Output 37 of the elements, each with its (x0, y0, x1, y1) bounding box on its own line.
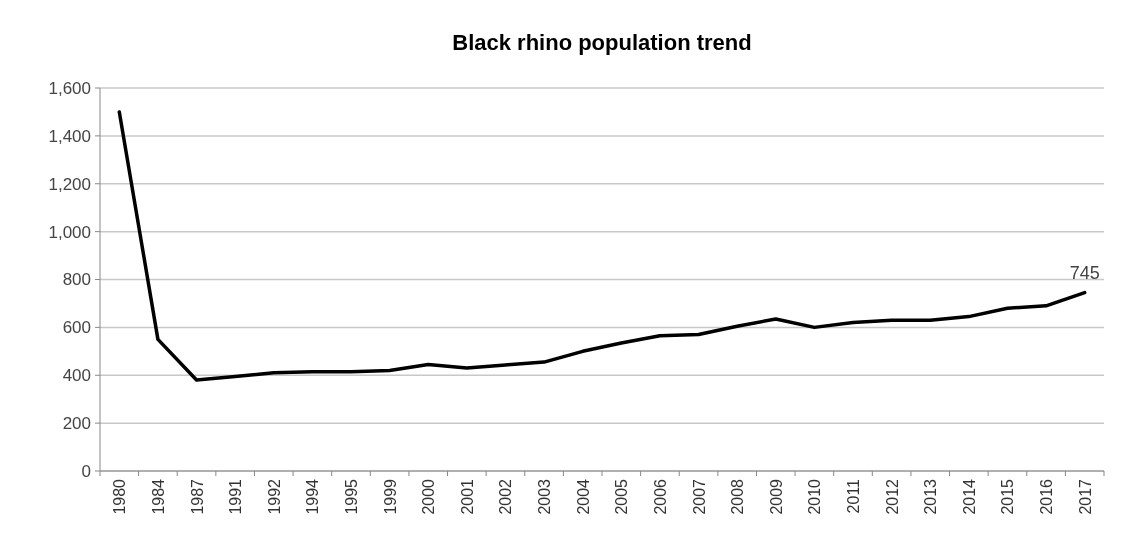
y-tick-label: 0 (81, 461, 91, 481)
x-tick-label: 2012 (883, 478, 901, 515)
x-tick-label: 1995 (343, 478, 360, 515)
x-tick-label: 1991 (227, 478, 245, 515)
y-tick-label: 1,400 (48, 126, 91, 146)
x-tick-label: 2015 (999, 478, 1017, 515)
x-tick-label: 1992 (265, 478, 283, 515)
x-tick-label: 1987 (188, 478, 206, 515)
x-tick-label: 2006 (651, 478, 669, 515)
x-tick-label: 2009 (767, 478, 785, 515)
chart-title: Black rhino population trend (452, 30, 752, 55)
x-tick-label: 2013 (922, 478, 940, 515)
x-tick-label: 2000 (420, 478, 438, 515)
x-tick-label: 2007 (690, 478, 708, 515)
x-tick-label: 2003 (536, 478, 554, 515)
x-tick-label: 2010 (806, 478, 824, 515)
x-tick-label: 2014 (960, 478, 978, 515)
x-tick-label: 2008 (729, 478, 747, 515)
y-tick-label: 800 (62, 270, 91, 290)
x-tick-label: 2004 (574, 478, 592, 515)
y-tick-label: 1,200 (48, 174, 91, 194)
x-tick-label: 1999 (381, 478, 399, 515)
x-tick-label: 2016 (1038, 478, 1056, 515)
x-tick-label: 2011 (845, 478, 862, 514)
annotation: 745 (1069, 262, 1100, 283)
x-tick-label: 2002 (497, 478, 515, 515)
x-tick-label: 2017 (1076, 478, 1094, 515)
x-tick-label: 1994 (304, 478, 322, 515)
x-tick-label: 1980 (111, 478, 129, 515)
y-tick-label: 600 (62, 318, 91, 338)
x-tick-label: 2001 (458, 478, 476, 515)
x-tick-label: 1984 (149, 478, 167, 515)
y-tick-label: 1,600 (48, 78, 91, 98)
x-tick-label: 2005 (613, 478, 631, 515)
y-tick-label: 1,000 (48, 222, 91, 242)
y-tick-label: 400 (62, 366, 91, 386)
y-tick-label: 200 (62, 414, 91, 434)
